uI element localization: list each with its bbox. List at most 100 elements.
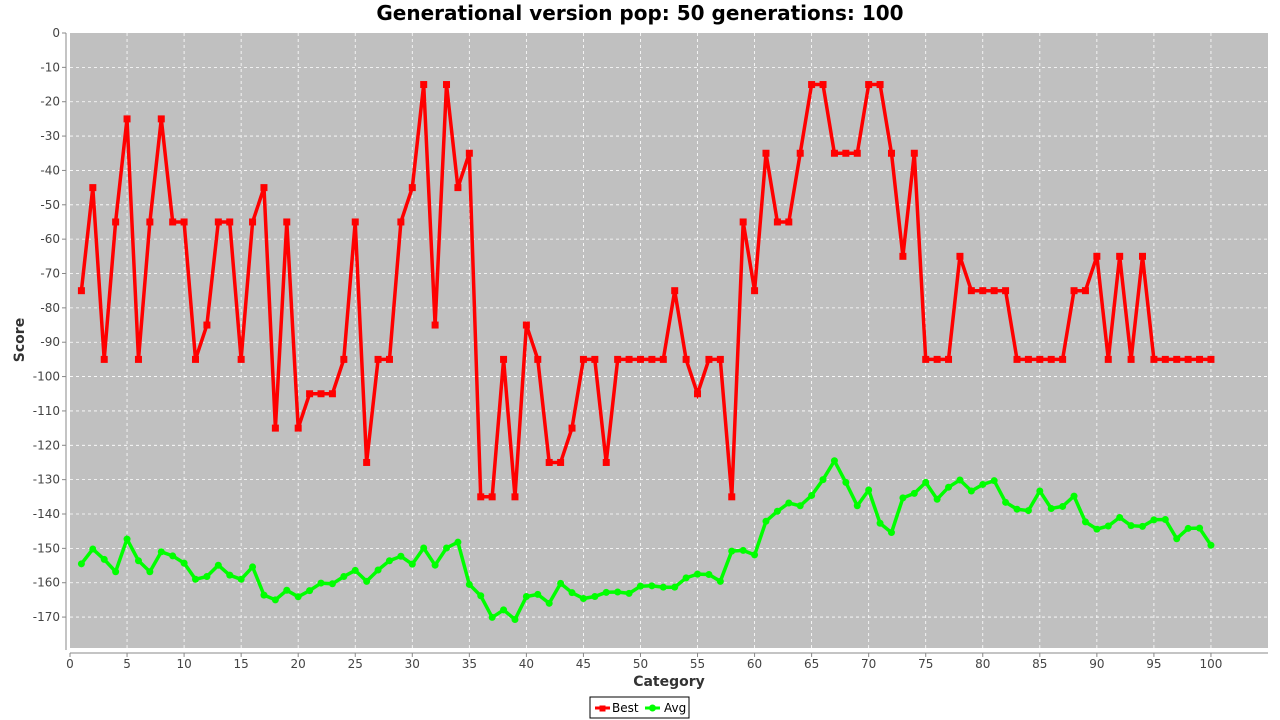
point-best: [1036, 355, 1044, 363]
point-best: [89, 184, 97, 192]
point-best: [853, 149, 861, 157]
point-best: [77, 287, 85, 295]
point-best: [203, 321, 211, 329]
point-best: [283, 218, 291, 226]
point-best: [237, 355, 245, 363]
point-best: [294, 424, 302, 432]
point-best: [751, 287, 759, 295]
point-best: [785, 218, 793, 226]
point-best: [1002, 287, 1010, 295]
point-avg: [808, 491, 816, 499]
point-avg: [408, 560, 416, 568]
legend-avg-label: Avg: [664, 701, 686, 715]
point-best: [773, 218, 781, 226]
point-avg: [249, 563, 257, 571]
point-avg: [819, 476, 827, 484]
point-best: [123, 115, 131, 123]
point-avg: [180, 559, 188, 567]
point-avg: [716, 577, 724, 585]
point-best: [180, 218, 188, 226]
point-best: [169, 218, 177, 226]
point-best: [887, 149, 895, 157]
y-tick-label: -140: [33, 507, 60, 521]
point-best: [420, 81, 428, 89]
point-best: [979, 287, 987, 295]
x-tick-label: 25: [348, 657, 363, 671]
point-best: [865, 81, 873, 89]
x-tick-label: 5: [123, 657, 131, 671]
point-avg: [762, 517, 770, 525]
point-best: [671, 287, 679, 295]
point-avg: [237, 575, 245, 583]
point-best: [146, 218, 154, 226]
point-avg: [545, 599, 553, 607]
point-best: [648, 355, 656, 363]
point-best: [249, 218, 257, 226]
point-avg: [979, 480, 987, 488]
point-avg: [899, 494, 907, 502]
point-avg: [1150, 516, 1158, 524]
point-best: [579, 355, 587, 363]
point-best: [488, 493, 496, 501]
point-best: [363, 458, 371, 466]
point-avg: [751, 551, 759, 559]
point-avg: [522, 592, 530, 600]
y-tick-label: -70: [40, 267, 60, 281]
point-avg: [283, 586, 291, 594]
point-avg: [990, 477, 998, 485]
point-best: [192, 355, 200, 363]
point-avg: [830, 457, 838, 465]
series-layer: [77, 81, 1215, 623]
point-avg: [1196, 524, 1204, 532]
series-line-avg: [80, 457, 1213, 623]
x-axis-label: Category: [633, 674, 705, 690]
point-best: [1059, 355, 1067, 363]
y-tick-label: -100: [33, 370, 60, 384]
point-avg: [123, 535, 131, 543]
point-best: [1070, 287, 1078, 295]
point-avg: [169, 552, 177, 560]
point-best: [1047, 355, 1055, 363]
point-avg: [488, 613, 496, 621]
point-avg: [1207, 541, 1215, 549]
point-avg: [602, 588, 610, 596]
x-tick-label: 45: [576, 657, 591, 671]
point-avg: [625, 589, 633, 597]
y-tick-label: 0: [52, 26, 60, 40]
point-avg: [511, 615, 519, 623]
y-tick-label: -150: [33, 541, 60, 555]
point-best: [956, 252, 964, 260]
point-best: [545, 458, 553, 466]
point-best: [568, 424, 576, 432]
point-avg: [785, 499, 793, 507]
x-tick-label: 0: [66, 657, 74, 671]
point-avg: [134, 557, 142, 565]
point-avg: [1013, 505, 1021, 513]
point-avg: [876, 519, 884, 527]
point-avg: [967, 487, 975, 495]
point-avg: [340, 573, 348, 581]
point-best: [328, 390, 336, 398]
point-best: [716, 355, 724, 363]
point-avg: [112, 568, 120, 576]
x-tick-label: 75: [918, 657, 933, 671]
point-best: [659, 355, 667, 363]
point-best: [511, 493, 519, 501]
point-best: [443, 81, 451, 89]
point-best: [112, 218, 120, 226]
point-best: [876, 81, 884, 89]
point-best: [1150, 355, 1158, 363]
point-best: [271, 424, 279, 432]
y-tick-label: -40: [40, 163, 60, 177]
point-avg: [910, 489, 918, 497]
y-tick-label: -30: [40, 129, 60, 143]
point-best: [694, 390, 702, 398]
point-best: [614, 355, 622, 363]
x-tick-label: 70: [861, 657, 876, 671]
point-best: [1173, 355, 1181, 363]
point-best: [1104, 355, 1112, 363]
y-tick-label: -170: [33, 610, 60, 624]
legend-box: [589, 696, 690, 719]
point-avg: [328, 580, 336, 588]
point-best: [636, 355, 644, 363]
